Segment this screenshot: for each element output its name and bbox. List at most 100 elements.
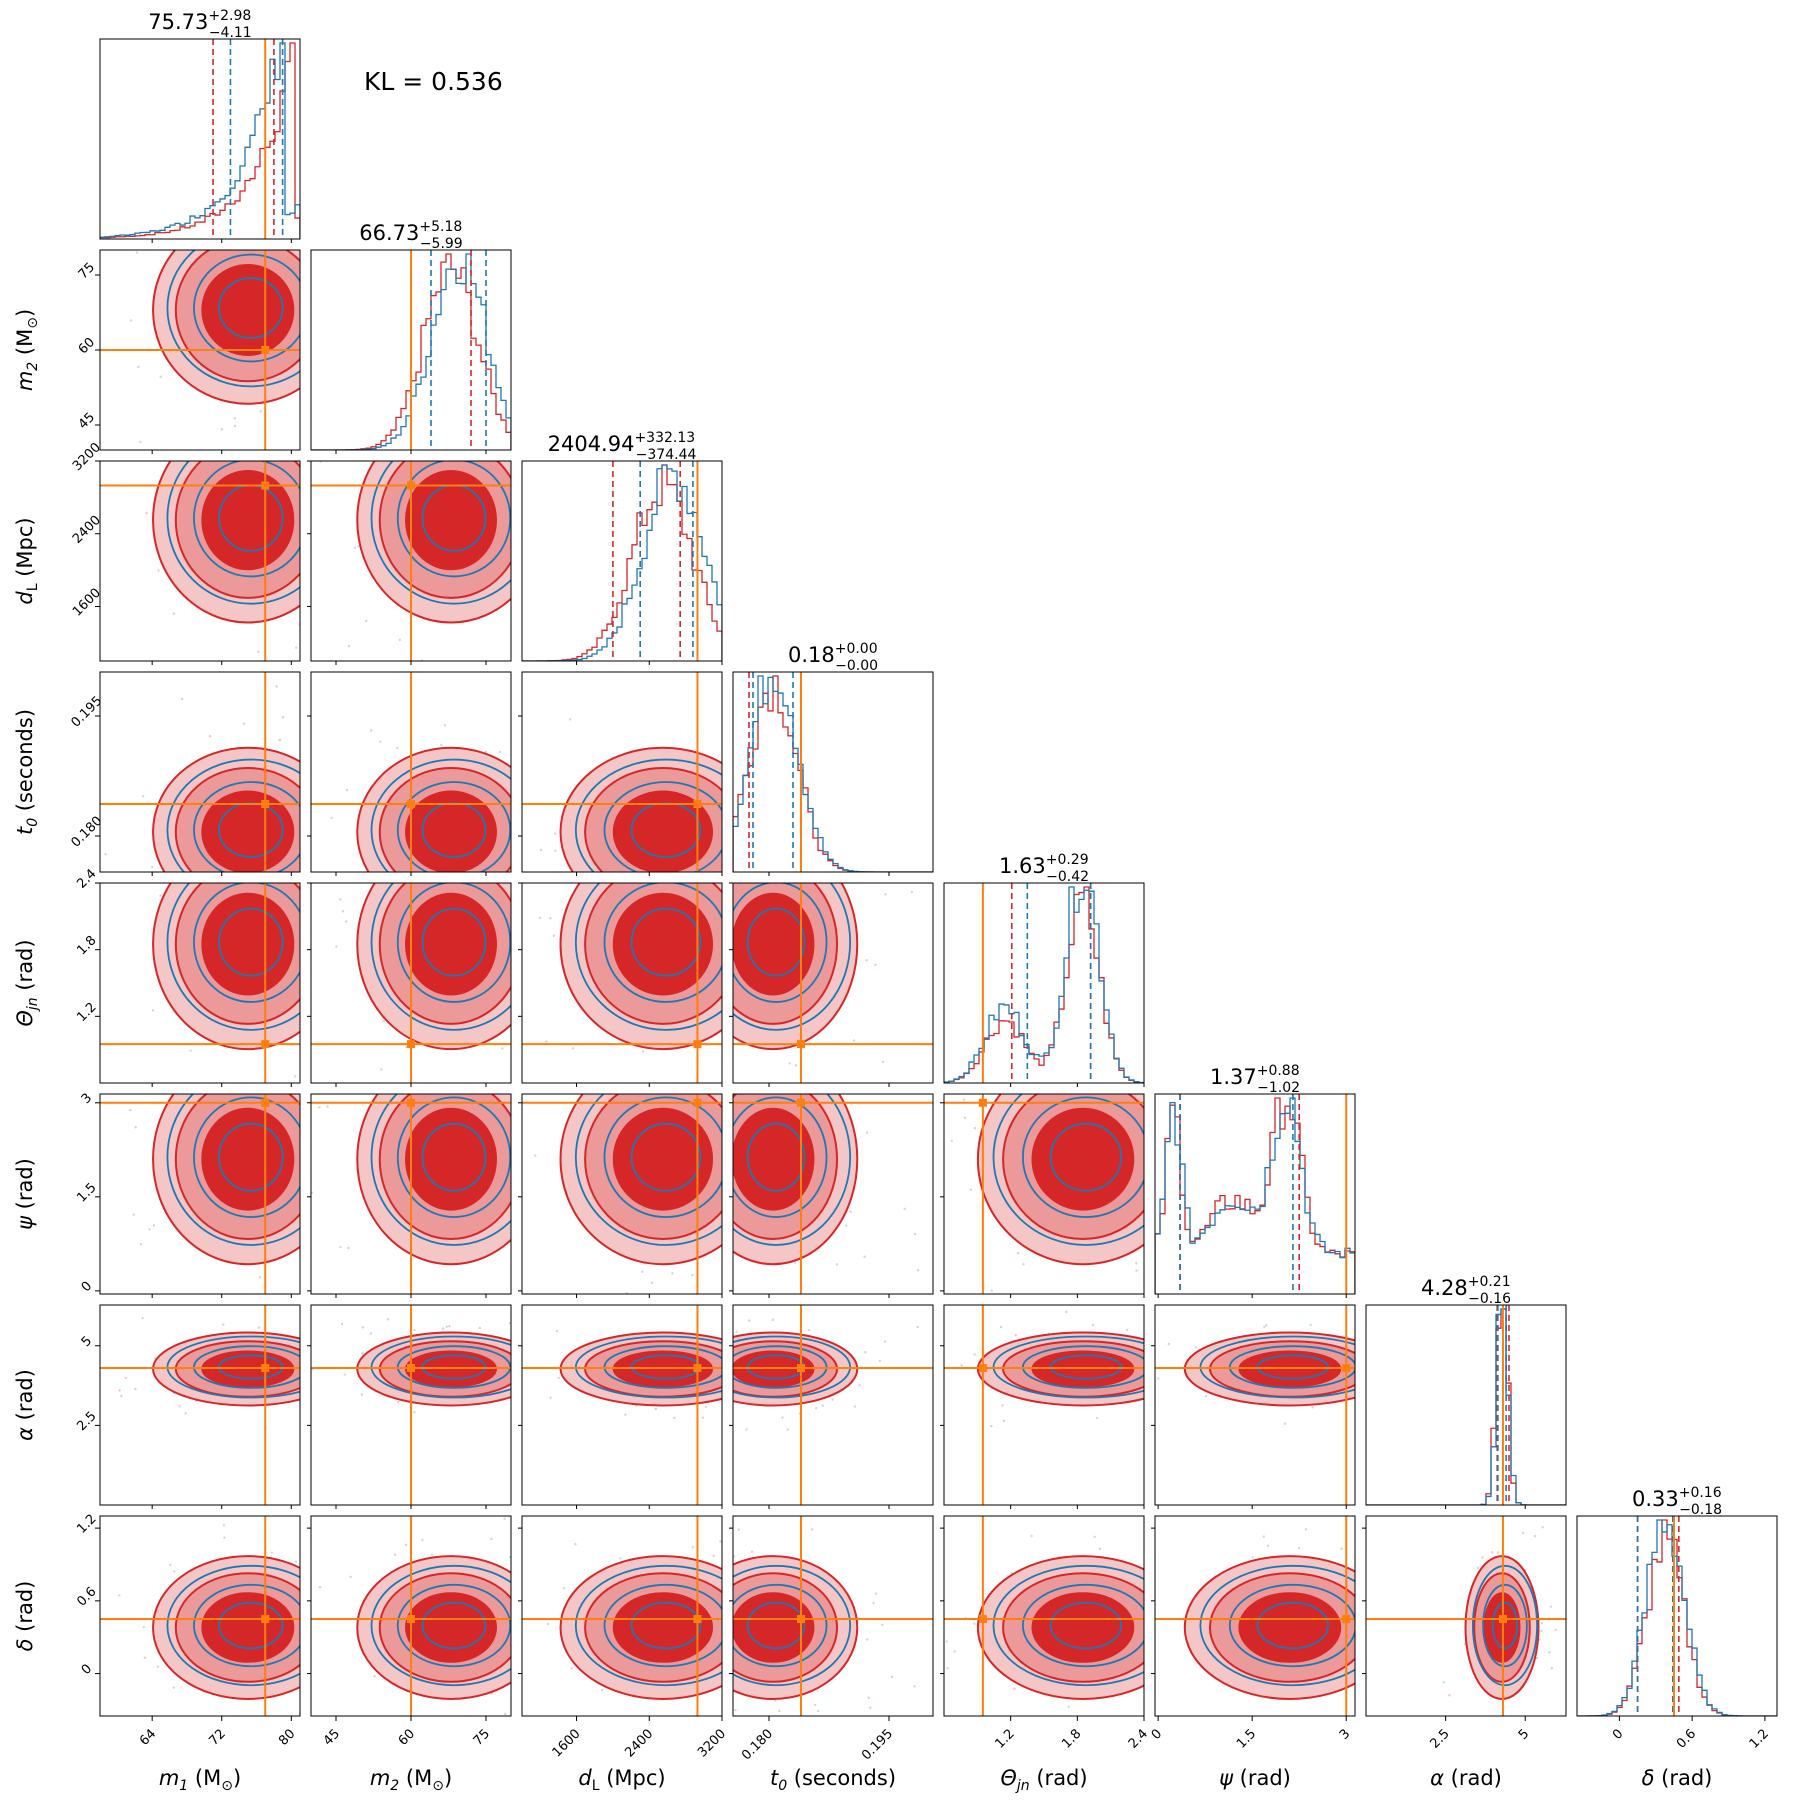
scatter-point bbox=[578, 760, 580, 762]
scatter-point bbox=[804, 1539, 806, 1541]
contour-blue-1 bbox=[193, 253, 300, 363]
scatter-point bbox=[1390, 1699, 1392, 1701]
scatter-point bbox=[701, 1416, 705, 1419]
scatter-point bbox=[326, 1374, 328, 1376]
scatter-point bbox=[910, 890, 914, 894]
y-tick-label-theta: 1.2 bbox=[74, 1000, 99, 1025]
scatter-point bbox=[195, 872, 197, 874]
scatter-point bbox=[735, 1330, 738, 1334]
contour-blue-1 bbox=[1022, 1583, 1144, 1668]
y-tick-label-dL: 2400 bbox=[70, 513, 104, 547]
scatter-point bbox=[1190, 1111, 1192, 1113]
scatter-point bbox=[320, 938, 322, 940]
scatter-point bbox=[735, 1729, 737, 1731]
scatter-point bbox=[157, 569, 160, 572]
panel-psi-vs-theta bbox=[944, 995, 1217, 1294]
scatter-point bbox=[1157, 1271, 1159, 1273]
scatter-point bbox=[641, 1050, 645, 1053]
scatter-point bbox=[1002, 1419, 1006, 1423]
scatter-point bbox=[242, 722, 246, 725]
scatter-point bbox=[1539, 1629, 1543, 1633]
scatter-point bbox=[1124, 1062, 1126, 1064]
scatter-point bbox=[508, 1555, 511, 1559]
scatter-point bbox=[852, 1039, 856, 1042]
scatter-point bbox=[1394, 1633, 1396, 1635]
scatter-point bbox=[206, 878, 208, 880]
x-tick-label-t0: 0.195 bbox=[859, 1726, 896, 1763]
scatter-point bbox=[960, 1364, 963, 1367]
scatter-point bbox=[867, 1696, 870, 1699]
scatter-point bbox=[719, 1540, 722, 1543]
scatter-point bbox=[330, 1611, 332, 1613]
hist-frame-t0 bbox=[732, 671, 934, 873]
scatter-point bbox=[369, 729, 373, 732]
scatter-point bbox=[624, 1413, 627, 1416]
scatter-point bbox=[428, 434, 430, 436]
scatter-point bbox=[1150, 1246, 1152, 1248]
panel-frame bbox=[521, 882, 723, 1084]
scatter-point bbox=[1149, 1709, 1151, 1711]
truth-marker bbox=[261, 1098, 270, 1107]
truth-marker bbox=[1342, 1615, 1351, 1624]
contour-blue-0 bbox=[166, 758, 300, 872]
scatter-point bbox=[498, 750, 502, 754]
contour-blue-1 bbox=[733, 1096, 828, 1218]
scatter-point bbox=[1167, 1342, 1170, 1346]
scatter-point bbox=[321, 703, 323, 705]
scatter-point bbox=[712, 1321, 714, 1323]
contour-blue-1 bbox=[396, 1345, 511, 1389]
scatter-point bbox=[723, 942, 725, 944]
contour-blue-1 bbox=[1228, 1583, 1355, 1668]
scatter-point bbox=[257, 1326, 261, 1329]
scatter-point bbox=[853, 1405, 857, 1408]
scatter-point bbox=[279, 738, 282, 741]
contour-blue-2 bbox=[218, 277, 284, 339]
scatter-point bbox=[649, 1056, 651, 1058]
scatter-point bbox=[137, 365, 140, 369]
x-tick-label-m1: 72 bbox=[207, 1726, 229, 1748]
contour-blue-0 bbox=[370, 1094, 511, 1246]
scatter-point bbox=[1045, 995, 1047, 997]
panel-alpha-vs-dL bbox=[522, 1305, 726, 1505]
scatter-point bbox=[360, 1393, 364, 1396]
hist-panel-m1 bbox=[100, 39, 300, 239]
scatter-point bbox=[714, 1404, 716, 1406]
scatter-point bbox=[916, 1325, 919, 1329]
scatter-point bbox=[178, 1405, 181, 1408]
scatter-point bbox=[1548, 1651, 1551, 1654]
scatter-point bbox=[159, 894, 162, 897]
contour-red-2 bbox=[612, 1592, 714, 1663]
scatter-point bbox=[275, 685, 278, 688]
panel-theta-vs-t0 bbox=[723, 736, 933, 1083]
scatter-point bbox=[150, 865, 154, 869]
scatter-point bbox=[1442, 1681, 1446, 1684]
truth-marker bbox=[797, 1098, 805, 1107]
scatter-point bbox=[513, 402, 515, 404]
scatter-point bbox=[724, 1375, 726, 1377]
scatter-point bbox=[1215, 1213, 1217, 1215]
scatter-point bbox=[644, 542, 646, 544]
panel-theta-vs-m1 bbox=[100, 883, 322, 1083]
scatter-point bbox=[350, 926, 352, 928]
scatter-point bbox=[1095, 1416, 1099, 1420]
scatter-point bbox=[526, 798, 528, 800]
scatter-point bbox=[421, 1736, 423, 1738]
scatter-point bbox=[1491, 1551, 1494, 1554]
scatter-point bbox=[307, 931, 309, 933]
panel-delta-vs-m1 bbox=[100, 1516, 332, 1716]
scatter-point bbox=[413, 1328, 416, 1332]
scatter-point bbox=[369, 1332, 373, 1335]
scatter-point bbox=[422, 416, 424, 418]
scatter-point bbox=[526, 534, 528, 536]
scatter-point bbox=[31, 1344, 33, 1346]
scatter-point bbox=[233, 424, 237, 428]
contour-blue-2 bbox=[630, 1122, 702, 1192]
scatter-point bbox=[388, 440, 390, 442]
scatter-point bbox=[1204, 1395, 1208, 1398]
scatter-point bbox=[768, 817, 770, 819]
scatter-point bbox=[859, 775, 861, 777]
scatter-point bbox=[1118, 1077, 1120, 1079]
scatter-point bbox=[811, 736, 813, 738]
scatter-point bbox=[393, 1553, 397, 1557]
